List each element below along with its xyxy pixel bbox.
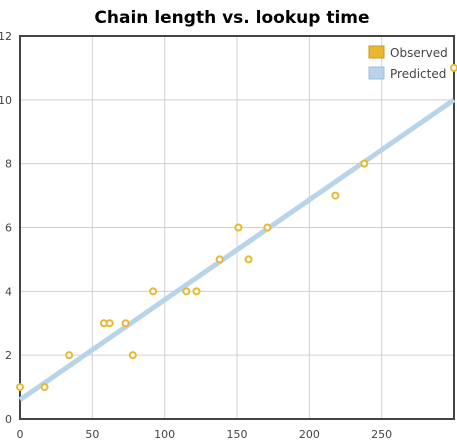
observed-point <box>215 255 224 264</box>
data-series <box>16 63 457 402</box>
legend-label: Observed <box>390 46 448 60</box>
observed-point <box>65 351 74 360</box>
observed-point <box>263 223 272 232</box>
y-tick-label: 0 <box>5 413 12 426</box>
y-tick-label: 2 <box>5 349 12 362</box>
observed-point <box>192 287 201 296</box>
y-tick-label: 8 <box>5 158 12 171</box>
observed-point <box>182 287 191 296</box>
observed-point <box>234 223 243 232</box>
x-tick-label: 200 <box>299 428 320 441</box>
observed-point <box>16 383 24 392</box>
chart-title: Chain length vs. lookup time <box>94 8 369 28</box>
observed-point <box>128 351 137 360</box>
observed-point <box>121 319 130 328</box>
legend: Observed Predicted <box>368 45 448 81</box>
y-tick-label: 10 <box>0 94 12 107</box>
predicted-line <box>18 97 456 402</box>
legend-swatch <box>368 45 385 59</box>
legend-label: Predicted <box>390 67 446 81</box>
x-tick-label: 0 <box>17 428 24 441</box>
observed-point <box>40 383 49 392</box>
x-tick-label: 250 <box>371 428 392 441</box>
observed-point <box>244 255 253 264</box>
y-tick-label: 12 <box>0 30 12 43</box>
grid-lines <box>20 36 454 419</box>
x-tick-label: 50 <box>85 428 99 441</box>
observed-point <box>331 191 340 200</box>
observed-point <box>105 319 114 328</box>
observed-point <box>360 159 369 168</box>
y-tick-label: 4 <box>5 285 12 298</box>
legend-swatch <box>368 66 385 80</box>
observed-point <box>450 63 457 72</box>
plot-frame <box>19 35 455 420</box>
axes: 0 50 100 150 200 250 0 2 4 6 8 10 12 <box>0 30 455 441</box>
observed-point <box>149 287 158 296</box>
y-tick-label: 6 <box>5 222 12 235</box>
x-tick-label: 100 <box>154 428 175 441</box>
x-tick-label: 150 <box>227 428 248 441</box>
